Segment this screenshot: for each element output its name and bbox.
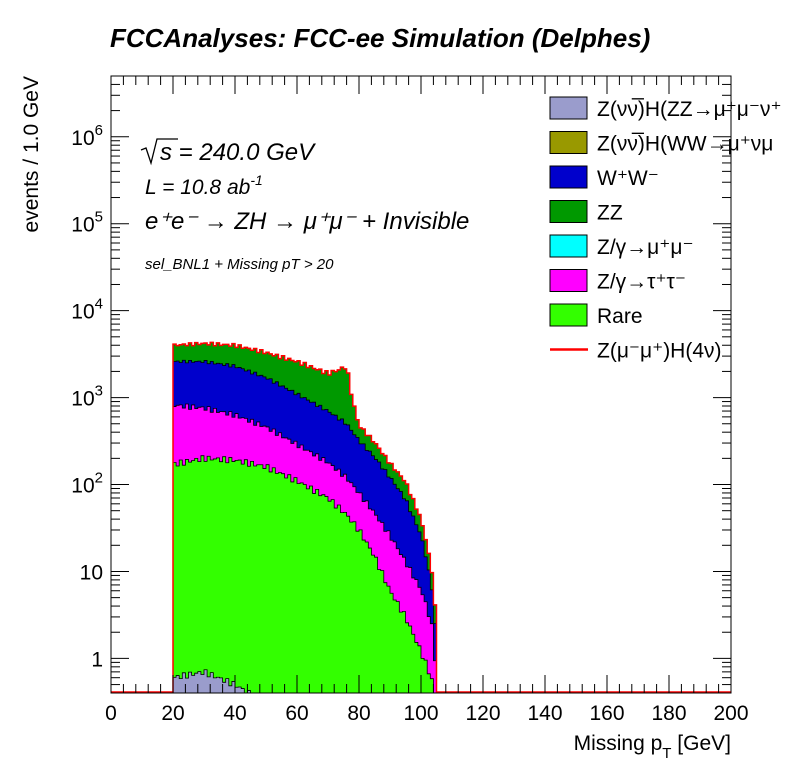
- legend-entry-rare: Rare: [549, 303, 643, 328]
- x-tick-label: 60: [285, 702, 308, 725]
- x-tick-label: 0: [105, 702, 117, 725]
- legend-label: ZZ: [597, 202, 623, 225]
- y-tick-label: 102: [71, 470, 103, 498]
- selection-annotation: sel_BNL1 + Missing pT > 20: [145, 256, 334, 273]
- y-tick-label: 1: [91, 648, 103, 671]
- y-tick-label: 104: [71, 296, 103, 324]
- x-tick-label: 100: [403, 702, 438, 725]
- legend-entry-z-h-zz: Z(νν̅)H(ZZ→μ⁺μ⁻ν⁺: [549, 96, 782, 121]
- x-tick-label: 200: [713, 702, 748, 725]
- svg-text:s = 240.0 GeV: s = 240.0 GeV: [160, 139, 316, 166]
- legend-entry-z: Z/γ→μ⁺μ⁻: [549, 234, 694, 259]
- legend-entry-z-h-ww: Z(νν̅)H(WW→μ⁺νμ: [549, 131, 773, 156]
- legend-entry-z: Z/γ→τ⁺τ⁻: [549, 269, 686, 294]
- legend-swatch: [549, 269, 588, 292]
- y-tick-label: 10: [80, 561, 103, 584]
- legend-label: Z(νν̅)H(WW→μ⁺νμ: [597, 133, 773, 156]
- sqrt-s-annotation: s = 240.0 GeV: [140, 138, 316, 166]
- legend-swatch: [549, 96, 588, 120]
- y-tick-label: 105: [71, 209, 103, 237]
- legend-label: Z/γ→τ⁺τ⁻: [597, 271, 686, 294]
- x-tick-label: 140: [527, 702, 562, 725]
- legend-entry-w-w: W⁺W⁻: [549, 165, 659, 190]
- signal-line: [111, 341, 731, 693]
- legend-swatch: [549, 200, 588, 223]
- legend-swatch: [549, 165, 588, 189]
- sqrt-symbol: [140, 138, 178, 166]
- y-axis: 1 10 102 103 104 105 106: [71, 75, 731, 694]
- legend-label: Z(νν̅)H(ZZ→μ⁺μ⁻ν⁺: [597, 98, 782, 121]
- x-axis-label: Missing pT [GeV]: [574, 732, 731, 762]
- y-axis-label: events / 1.0 GeV: [20, 76, 43, 232]
- x-tick-label: 120: [465, 702, 500, 725]
- legend-label: Z/γ→μ⁺μ⁻: [597, 236, 694, 259]
- legend-label: Rare: [597, 305, 643, 328]
- luminosity-annotation: L = 10.8 ab-1: [145, 172, 263, 199]
- series-rare-area: [172, 455, 437, 694]
- legend-entry-zz: ZZ: [549, 200, 623, 225]
- legend-label: Z(μ⁻μ⁺)H(4ν): [597, 340, 722, 363]
- x-tick-label: 180: [651, 702, 686, 725]
- legend: Z(νν̅)H(ZZ→μ⁺μ⁻ν⁺ Z(νν̅)H(WW→μ⁺νμ W⁺W⁻ ZZ Z/…: [549, 96, 782, 363]
- annotations: s = 240.0 GeV L = 10.8 ab-1 e⁺e⁻ → ZH → …: [140, 138, 469, 273]
- x-axis: 0 20 40 60 80 100 120 140 160 180 200: [105, 76, 749, 725]
- process-annotation: e⁺e⁻ → ZH → μ⁺μ⁻ + Invisible: [145, 208, 469, 235]
- legend-entry-z-h-4: Z(μ⁻μ⁺)H(4ν): [550, 340, 722, 363]
- legend-swatch: [549, 131, 588, 154]
- legend-swatch: [549, 234, 588, 258]
- chart-title: FCCAnalyses: FCC-ee Simulation (Delphes): [110, 23, 650, 53]
- legend-swatch: [549, 303, 588, 327]
- x-tick-label: 160: [589, 702, 624, 725]
- stacked-histograms: [111, 341, 731, 694]
- y-tick-label: 106: [71, 122, 103, 150]
- x-tick-label: 80: [347, 702, 370, 725]
- x-tick-label: 20: [161, 702, 184, 725]
- y-tick-label: 103: [71, 383, 103, 411]
- legend-label: W⁺W⁻: [597, 167, 659, 190]
- x-tick-label: 40: [223, 702, 246, 725]
